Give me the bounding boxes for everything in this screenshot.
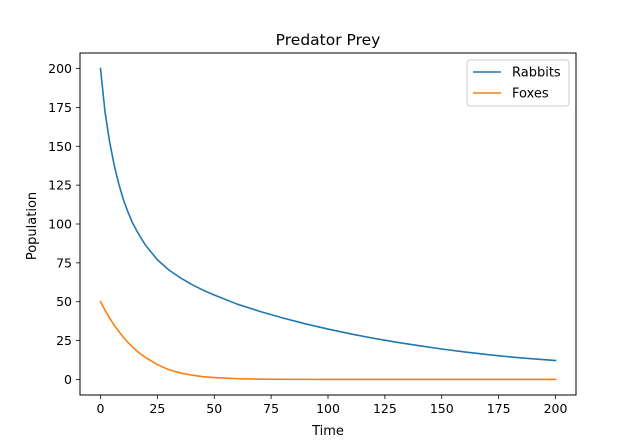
x-tick-label: 50	[206, 401, 222, 416]
y-tick-label: 200	[48, 61, 72, 76]
y-tick-label: 125	[48, 178, 72, 193]
x-tick-label: 25	[149, 401, 165, 416]
x-tick-label: 200	[544, 401, 568, 416]
y-tick-label: 0	[64, 372, 72, 387]
series-line-foxes	[99, 300, 557, 381]
x-tick-label: 125	[373, 401, 397, 416]
y-tick-label: 50	[56, 294, 72, 309]
x-tick-label: 0	[97, 401, 105, 416]
legend-label-foxes: Foxes	[512, 87, 549, 102]
x-tick-label: 150	[430, 401, 454, 416]
x-axis-label: Time	[311, 424, 344, 439]
legend-label-rabbits: Rabbits	[512, 66, 561, 81]
y-axis: 0 25 50 75 100 125 150 175 200	[48, 61, 80, 387]
series-line-rabbits	[99, 67, 557, 362]
y-axis-label: Population	[25, 192, 40, 260]
y-tick-label: 25	[56, 333, 72, 348]
y-tick-label: 75	[56, 255, 72, 270]
x-tick-label: 75	[263, 401, 279, 416]
plot-lines	[99, 67, 557, 381]
chart-title: Predator Prey	[276, 31, 381, 49]
x-axis: 0 25 50 75 100 125 150 175 200	[97, 395, 568, 416]
x-tick-label: 175	[487, 401, 511, 416]
y-tick-label: 100	[48, 217, 72, 232]
y-tick-label: 175	[48, 100, 72, 115]
legend: Rabbits Foxes	[466, 59, 570, 107]
x-tick-label: 100	[316, 401, 340, 416]
y-tick-label: 150	[48, 139, 72, 154]
